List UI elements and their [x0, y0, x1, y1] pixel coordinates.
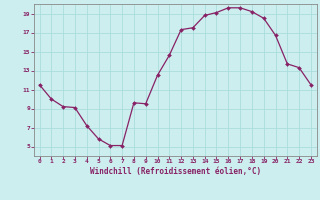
X-axis label: Windchill (Refroidissement éolien,°C): Windchill (Refroidissement éolien,°C) [90, 167, 261, 176]
